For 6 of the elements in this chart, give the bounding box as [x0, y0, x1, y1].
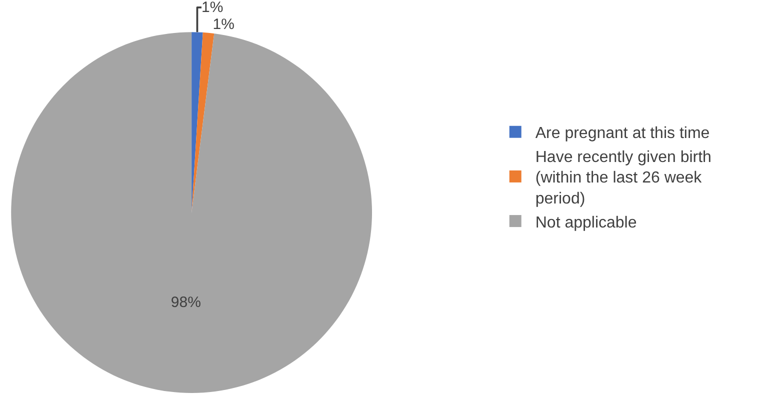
data-label: 1% [212, 16, 234, 33]
legend-label: Are pregnant at this time [535, 125, 710, 142]
data-label: 1% [201, 0, 224, 16]
data-label: 98% [170, 294, 201, 312]
legend-label: Not applicable [535, 214, 637, 232]
legend-label: Have recently given birth (within the last 26 week period) [535, 148, 712, 208]
